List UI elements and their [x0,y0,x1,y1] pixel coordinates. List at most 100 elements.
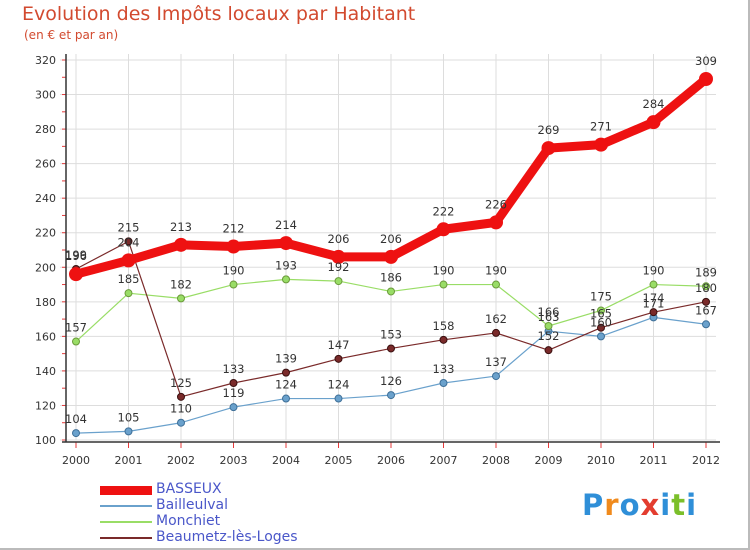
data-point [387,287,395,296]
legend: BASSEUX Bailleulval Monchiet Beaumetz-lès-L… [100,481,400,546]
data-point [121,253,136,268]
logo-letter: t [671,488,687,522]
data-label: 190 [485,264,507,278]
data-label: 190 [643,264,665,278]
legend-label: Bailleulval [156,497,228,513]
data-label: 175 [590,289,612,303]
legend-swatch [100,537,152,539]
data-point [439,379,448,387]
data-point [597,306,605,315]
y-tick-label: 240 [35,192,56,205]
logo-letter: i [686,488,698,522]
x-tick-label: 2009 [535,454,563,467]
legend-label: BASSEUX [156,481,222,497]
data-label: 206 [328,232,350,246]
data-label: 193 [275,258,297,272]
data-point [597,323,605,332]
data-point [702,282,710,291]
x-tick-label: 2005 [325,454,353,467]
data-point [387,344,395,353]
y-tick-label: 180 [35,296,56,309]
data-point [334,354,343,363]
data-label: 180 [695,281,717,295]
data-label: 163 [538,310,560,324]
data-point [492,328,500,337]
data-label: 199 [65,248,87,262]
data-label: 105 [118,410,140,424]
data-point [439,335,448,344]
x-tick-label: 2011 [640,454,668,467]
y-tick-label: 260 [35,158,56,171]
legend-item: Beaumetz-lès-Loges [100,529,400,546]
data-label: 185 [118,272,140,286]
data-label: 160 [590,315,612,329]
x-tick-label: 2000 [62,454,90,467]
data-point [177,418,185,427]
data-label: 126 [380,374,402,388]
x-tick-label: 2006 [377,454,405,467]
data-point [436,222,451,237]
y-tick-label: 220 [35,227,56,240]
chart-title: Evolution des Impôts locaux par Habitant [22,3,416,25]
data-label: 171 [643,296,665,310]
data-point [282,394,290,403]
y-tick-label: 320 [35,54,56,67]
legend-label: Beaumetz-lès-Loges [156,529,298,545]
legend-swatch [100,505,152,507]
data-point [544,346,553,355]
legend-item: BASSEUX [100,481,400,498]
data-label: 124 [275,378,297,392]
data-point [387,391,395,400]
data-label: 222 [433,204,455,218]
data-point [72,337,80,346]
data-label: 190 [223,264,245,278]
x-tick-label: 2012 [692,454,720,467]
data-label: 119 [223,386,245,400]
data-label: 133 [433,362,455,376]
data-label: 139 [275,352,297,366]
data-point [331,249,346,264]
data-point [594,137,608,152]
x-tick-label: 2007 [430,454,458,467]
data-label: 104 [65,412,87,426]
frame-border-right [748,0,750,550]
data-label: 182 [170,277,192,291]
data-point [226,239,241,254]
data-label: 206 [380,232,402,246]
data-point [174,237,188,252]
data-point [439,280,448,289]
data-point [229,280,238,289]
chart-subtitle: (en € et par an) [24,28,119,42]
data-label: 110 [170,402,192,416]
data-point [69,267,83,282]
data-point [492,280,500,289]
data-label: 147 [328,338,350,352]
data-label: 309 [695,54,717,68]
data-label: 271 [590,120,612,134]
legend-swatch [100,521,152,523]
x-tick-label: 2001 [115,454,143,467]
data-point [597,332,605,341]
data-point [177,392,185,401]
data-label: 162 [485,312,507,326]
legend-item: Bailleulval [100,497,400,514]
y-tick-label: 160 [35,330,56,343]
data-point [544,322,553,330]
data-label: 124 [328,378,350,392]
y-tick-label: 300 [35,89,56,102]
data-point [124,237,133,246]
data-label: 212 [223,222,245,236]
frame-border-bottom [0,548,750,550]
data-label: 284 [643,97,665,111]
legend-item: Monchiet [100,513,400,530]
data-label: 153 [380,327,402,341]
logo-letter: o [619,488,641,522]
x-tick-label: 2002 [167,454,195,467]
y-tick-label: 100 [35,434,56,447]
data-label: 215 [118,220,140,234]
data-label: 167 [695,303,717,317]
data-point [649,280,658,289]
y-tick-label: 200 [35,261,56,274]
data-label: 133 [223,362,245,376]
